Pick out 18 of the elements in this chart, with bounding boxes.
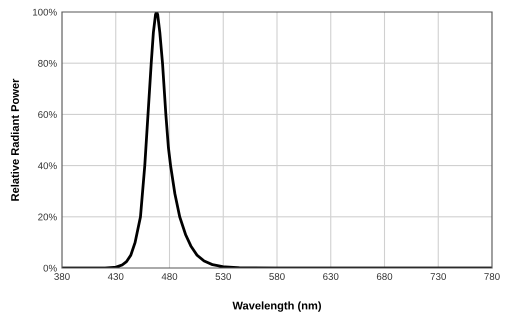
x-tick-label: 780: [484, 273, 500, 280]
x-tick-label: 680: [376, 273, 392, 280]
y-tick-label: 0%: [43, 264, 57, 272]
y-axis-title: Relative Radiant Power: [10, 78, 19, 201]
x-tick-label: 480: [162, 273, 178, 280]
x-tick-label: 730: [430, 273, 446, 280]
x-tick-label: 380: [54, 273, 70, 280]
x-axis-title: Wavelength (nm): [232, 301, 321, 312]
x-tick-label: 580: [269, 273, 285, 280]
y-tick-label: 100%: [33, 8, 57, 16]
x-tick-label: 430: [108, 273, 124, 280]
x-tick-label: 530: [216, 273, 231, 280]
y-tick-label: 60%: [38, 111, 57, 118]
y-tick-label: 40%: [38, 162, 57, 170]
y-tick-label: 20%: [38, 214, 57, 220]
line-series: [62, 12, 492, 268]
y-tick-label: 80%: [38, 60, 57, 67]
x-tick-label: 630: [323, 273, 338, 280]
